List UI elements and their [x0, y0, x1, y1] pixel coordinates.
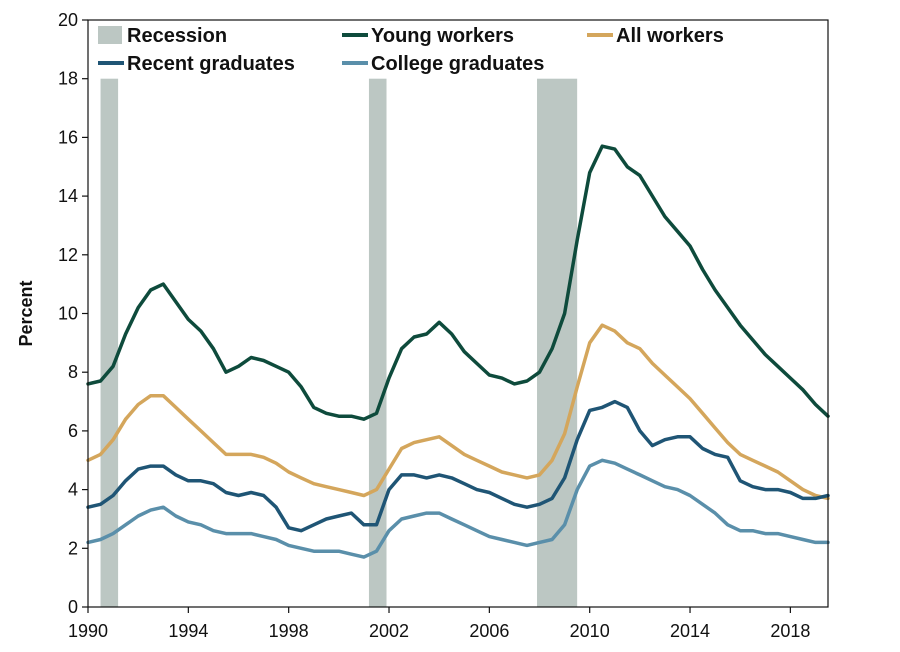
- recession-bands: [100, 78, 578, 607]
- recession-band-1: [100, 78, 119, 607]
- y-tick-label: 16: [58, 127, 78, 147]
- series-lines: [86, 144, 830, 559]
- y-tick-label: 10: [58, 304, 78, 324]
- y-tick-label: 12: [58, 245, 78, 265]
- y-tick-label: 14: [58, 186, 78, 206]
- x-tick-label: 2018: [770, 621, 810, 641]
- series-line-college-graduates: [86, 458, 830, 559]
- legend: Recession Young workers All workers Recent …: [98, 25, 724, 75]
- x-tick-label: 1990: [68, 621, 108, 641]
- y-tick-label: 20: [58, 10, 78, 30]
- y-tick-label: 0: [68, 597, 78, 617]
- recession-band-3: [537, 78, 578, 607]
- recession-band-2: [368, 78, 387, 607]
- series-line-young-workers: [86, 144, 830, 421]
- y-tick-label: 8: [68, 362, 78, 382]
- legend-label-recession: Recession: [127, 25, 227, 47]
- y-tick-label: 6: [68, 421, 78, 441]
- legend-swatch-recession: [98, 26, 122, 44]
- x-tick-label: 2010: [570, 621, 610, 641]
- x-tick-label: 1998: [269, 621, 309, 641]
- series-line-all-workers: [86, 323, 830, 501]
- y-axis-title: Percent: [16, 280, 36, 346]
- axes: 0 2 4 6 8 10 12 14 16 18 20 1990 1994 1998 2002 2006 201…: [58, 10, 829, 641]
- y-tick-label: 2: [68, 538, 78, 558]
- x-tick-label: 2006: [469, 621, 509, 641]
- x-tick-label: 2002: [369, 621, 409, 641]
- plot-frame: [87, 19, 829, 608]
- x-tick-label: 2014: [670, 621, 710, 641]
- series-line-recent-graduates: [86, 399, 830, 533]
- x-tick-label: 1994: [168, 621, 208, 641]
- legend-label-recent-graduates: Recent graduates: [127, 53, 295, 75]
- y-tick-label: 18: [58, 69, 78, 89]
- legend-label-young-workers: Young workers: [371, 25, 514, 47]
- legend-label-college-graduates: College graduates: [371, 53, 544, 75]
- legend-label-all-workers: All workers: [616, 25, 724, 47]
- y-tick-label: 4: [68, 480, 78, 500]
